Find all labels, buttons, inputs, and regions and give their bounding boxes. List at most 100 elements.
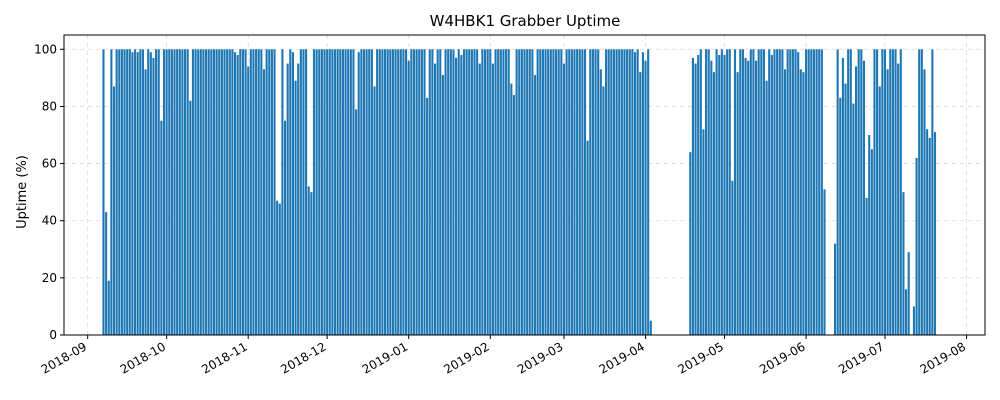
uptime-bar [557,49,560,335]
uptime-bar [386,49,389,335]
uptime-bar [839,97,842,335]
uptime-bar [128,49,131,335]
uptime-bar [876,49,879,335]
uptime-bar [273,49,276,335]
uptime-bar [165,49,168,335]
uptime-bar [765,80,768,336]
uptime-bar [376,49,379,335]
uptime-bar [526,49,529,335]
uptime-bar [710,60,713,336]
uptime-bar [691,57,694,336]
uptime-bar [905,289,908,335]
uptime-bar [360,49,363,335]
uptime-bar [736,72,739,335]
uptime-bar [220,49,223,335]
uptime-bar [620,49,623,335]
uptime-bar [268,49,271,335]
uptime-bar [762,49,766,335]
uptime-bar [812,49,816,335]
uptime-bar [286,63,289,335]
uptime-bar [833,243,837,335]
uptime-bar [320,49,323,335]
uptime-bar [236,55,239,335]
uptime-bar [639,72,642,335]
uptime-bar [768,49,771,335]
uptime-bar [731,180,734,335]
uptime-bar [491,63,494,335]
uptime-bar [562,63,566,335]
uptime-bar [389,49,392,335]
uptime-bar [523,49,526,335]
uptime-bar [199,49,202,335]
uptime-bar [318,49,321,335]
uptime-bar [707,49,710,335]
uptime-bar [197,49,200,335]
uptime-bar [457,49,460,335]
uptime-bar [405,49,408,335]
y-tick-label: 40 [42,214,57,228]
x-tick-label: 2019-04 [597,339,647,376]
uptime-bar [378,49,381,335]
uptime-bar [362,49,366,335]
uptime-bar [841,57,844,336]
uptime-bar [289,49,292,335]
uptime-bar [426,97,429,335]
uptime-bar [647,49,650,335]
uptime-bar [578,49,581,335]
x-tick-label: 2018-11 [199,339,249,376]
uptime-bar [918,49,921,335]
uptime-bar [468,49,471,335]
uptime-bar [641,52,644,335]
uptime-bar [191,49,194,335]
uptime-bar [465,49,468,335]
uptime-bar [444,49,447,335]
uptime-bar [807,49,810,335]
uptime-bar [297,63,300,335]
uptime-bar [412,49,416,335]
axes [63,34,986,336]
uptime-bar [897,63,900,335]
uptime-bar [505,49,508,335]
uptime-bar [631,49,634,335]
uptime-bar [170,49,173,335]
uptime-bar [889,49,892,335]
uptime-bar [394,49,397,335]
uptime-bar [436,49,439,335]
uptime-bar [747,60,750,336]
uptime-bar [533,75,537,335]
uptime-bar [605,49,608,335]
uptime-bar [352,49,355,335]
uptime-bar [881,49,884,335]
uptime-bar [586,140,589,335]
y-axis-ticks: 0 20 40 60 80 100 [34,42,64,342]
uptime-bar [189,100,192,336]
uptime-bar [252,49,255,335]
uptime-bar [105,212,108,335]
uptime-bar [486,49,489,335]
uptime-bar [610,49,613,335]
uptime-bar [149,52,152,335]
uptime-bar [115,49,118,335]
uptime-bar [805,49,808,335]
uptime-bar [249,49,252,335]
uptime-bar [270,49,273,335]
uptime-bar [923,69,926,335]
uptime-bar [552,49,555,335]
uptime-bar [618,49,621,335]
uptime-bar [865,197,868,335]
uptime-bar [207,49,210,335]
uptime-bar [126,49,129,335]
uptime-bar [544,49,547,335]
uptime-bar [583,49,587,335]
uptime-bar [365,49,368,335]
uptime-bar [741,49,744,335]
uptime-bar [628,49,631,335]
uptime-bar [886,69,889,335]
uptime-bar [399,49,402,335]
uptime-bar [820,49,823,335]
uptime-bar [597,49,600,335]
uptime-bar [499,49,502,335]
uptime-bar [423,49,426,335]
uptime-bar [312,49,316,335]
